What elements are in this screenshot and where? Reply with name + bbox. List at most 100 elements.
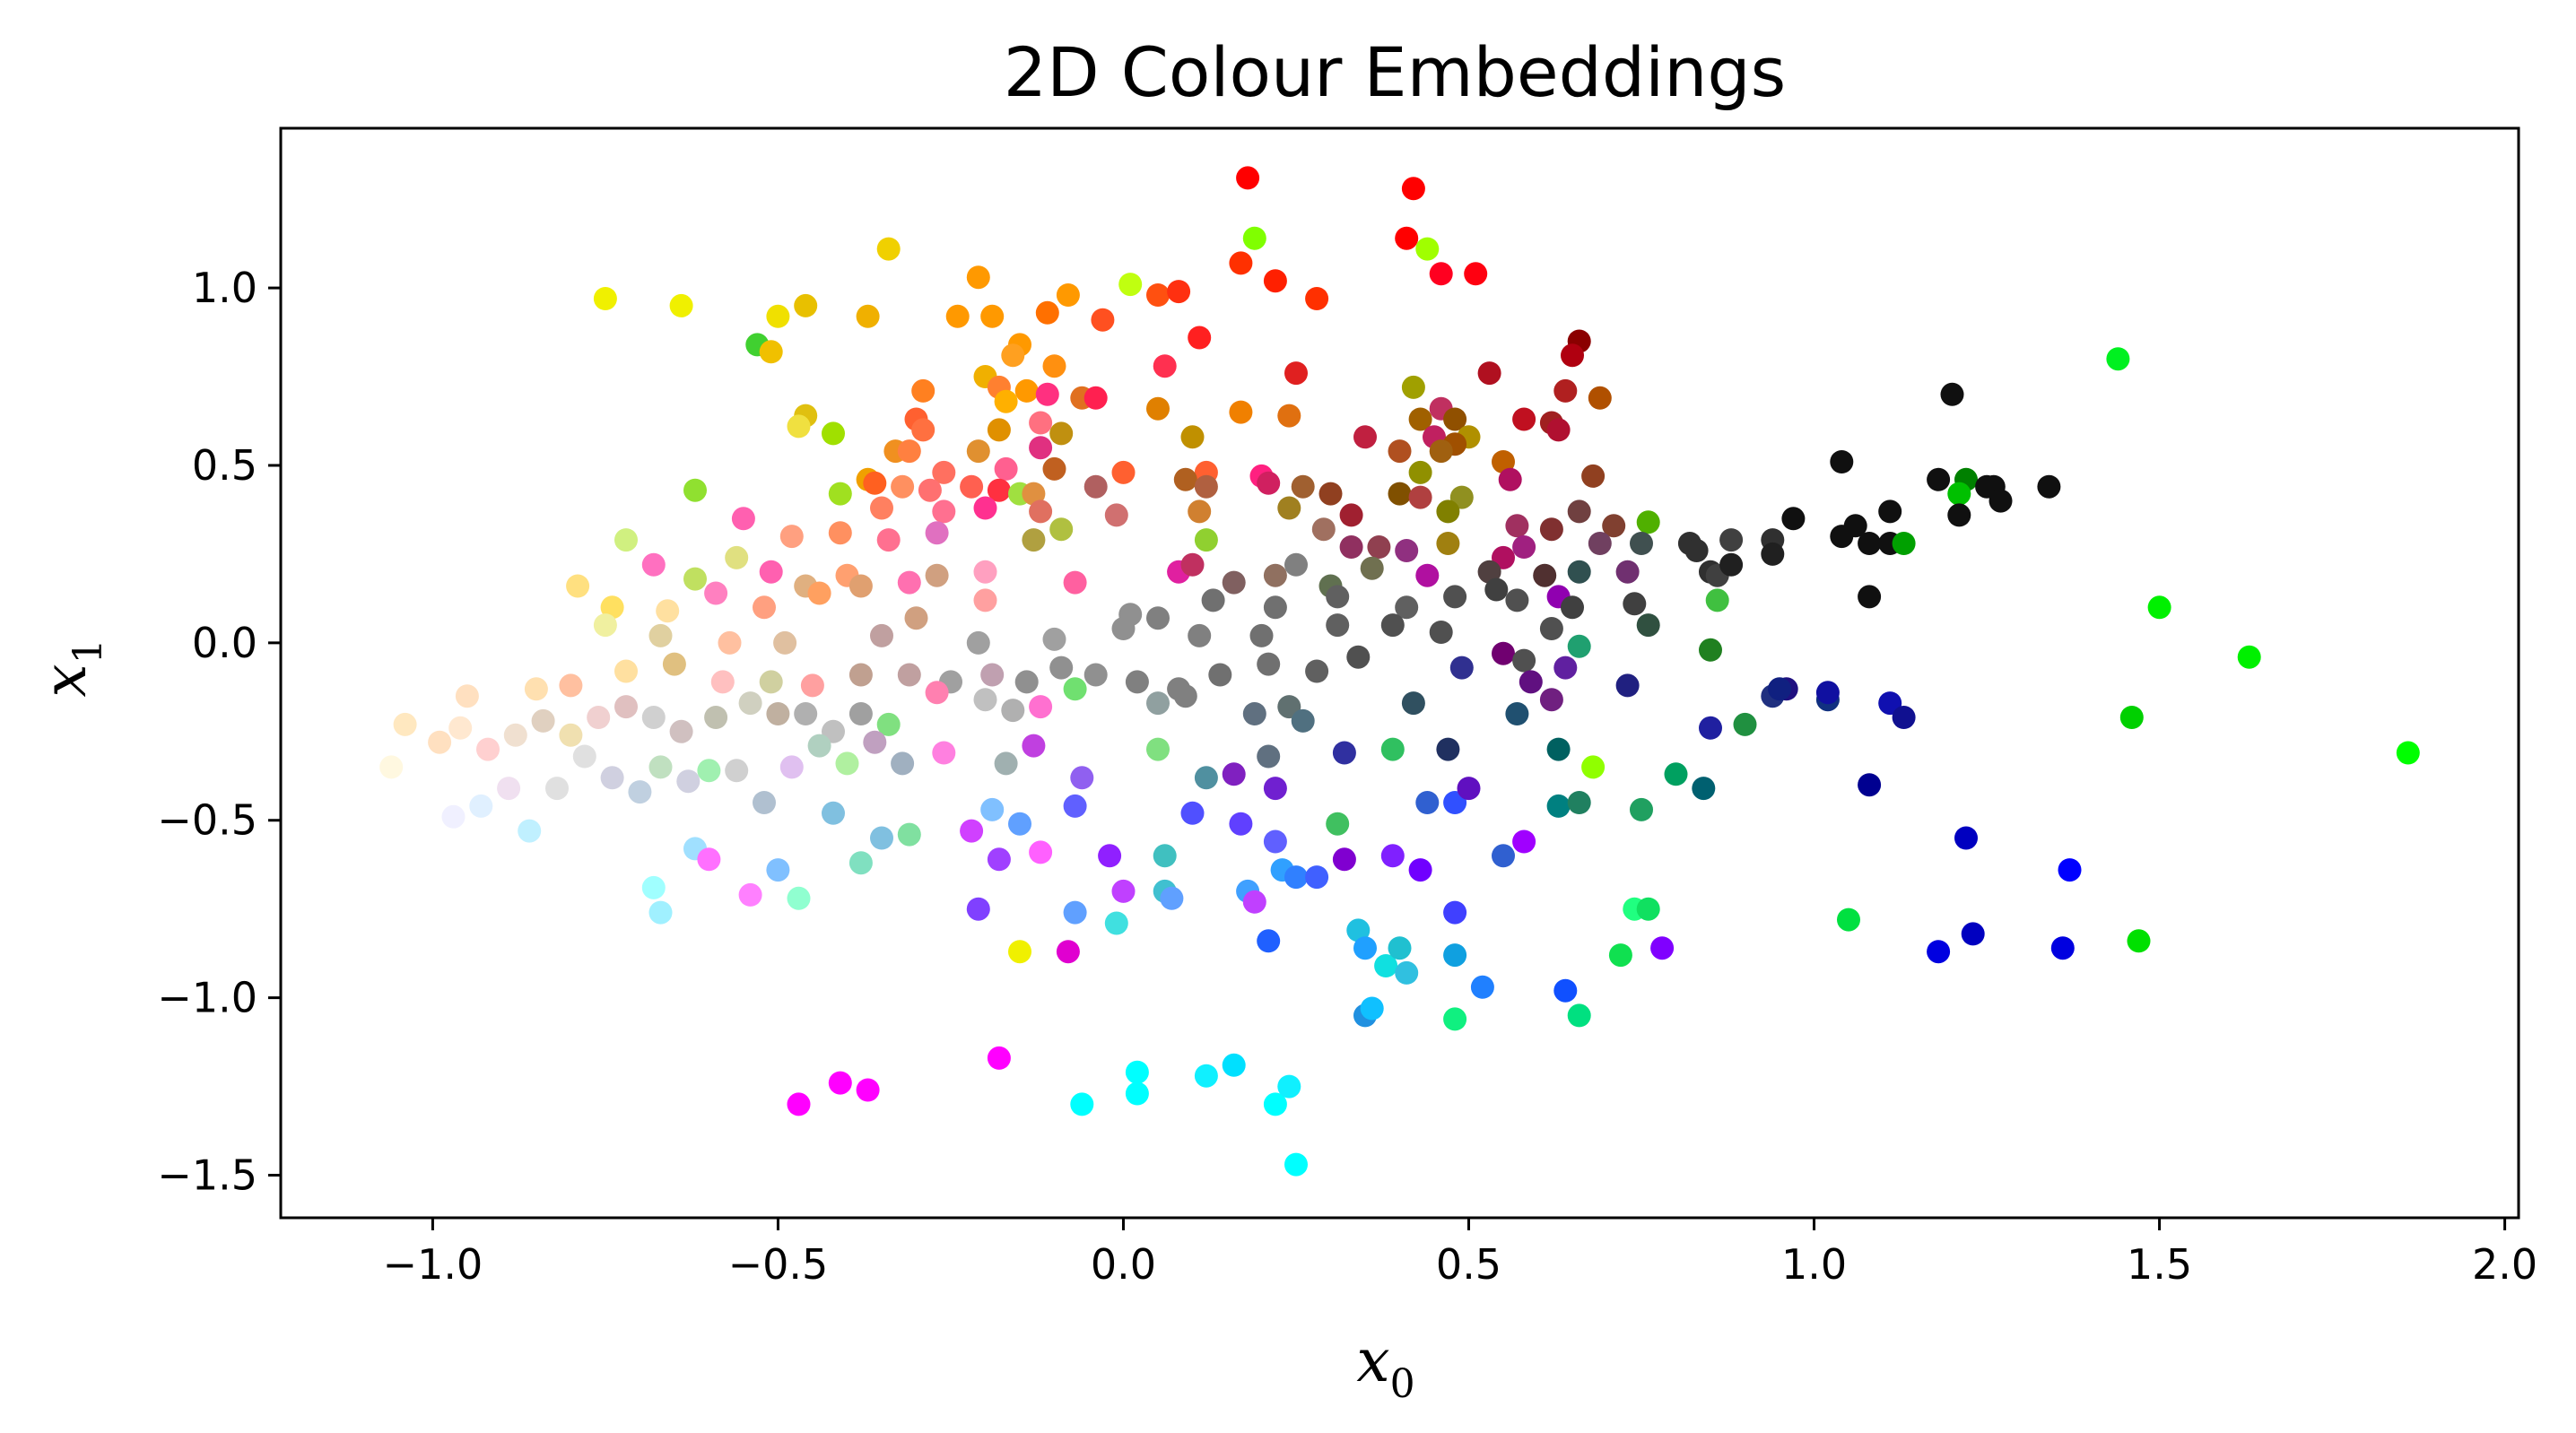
data-point-14: [1167, 280, 1191, 304]
chart-title: 2D Colour Embeddings: [1004, 32, 1786, 112]
data-point-27: [759, 340, 783, 364]
data-point-399: [1761, 542, 1785, 566]
data-point-199: [1429, 621, 1453, 644]
data-point-158: [1477, 560, 1501, 584]
data-point-171: [849, 574, 873, 598]
data-point-22: [980, 304, 1005, 328]
data-point-244: [641, 706, 666, 729]
data-point-7: [1464, 262, 1488, 286]
data-point-38: [1401, 375, 1425, 399]
data-point-401: [1768, 677, 1791, 701]
data-point-366: [1443, 1007, 1467, 1031]
x-tick-label-4: 1.0: [1781, 1240, 1847, 1289]
data-point-288: [891, 751, 915, 776]
data-point-364: [1636, 897, 1660, 921]
data-point-107: [973, 496, 997, 520]
data-point-247: [738, 691, 762, 716]
data-point-184: [1561, 595, 1584, 620]
data-point-332: [1457, 777, 1481, 801]
data-point-93: [1022, 482, 1046, 506]
data-point-336: [1567, 791, 1591, 814]
data-point-188: [648, 623, 673, 647]
data-point-414: [2396, 741, 2420, 765]
data-point-383: [1830, 450, 1854, 473]
data-point-322: [1153, 844, 1177, 868]
data-point-413: [2237, 645, 2261, 669]
data-point-297: [1263, 777, 1287, 801]
data-point-206: [614, 659, 638, 683]
data-point-96: [1194, 474, 1218, 499]
data-point-324: [1229, 812, 1253, 836]
data-point-321: [1098, 844, 1122, 868]
data-point-11: [1263, 269, 1287, 293]
data-point-351: [1305, 865, 1329, 890]
data-point-390: [2037, 474, 2061, 499]
data-point-282: [725, 759, 749, 783]
data-point-231: [1699, 638, 1722, 662]
data-point-177: [1263, 595, 1287, 620]
data-point-268: [1815, 681, 1840, 705]
data-point-160: [1567, 560, 1591, 584]
data-point-229: [1539, 688, 1563, 712]
y-axis: −1.5 −1.0 −0.5 0.0 0.5 1.0: [157, 264, 281, 1200]
data-point-294: [1194, 766, 1218, 790]
data-point-66: [1049, 421, 1074, 446]
data-point-182: [1505, 588, 1529, 612]
data-point-224: [1449, 656, 1474, 680]
data-point-275: [545, 777, 569, 801]
data-point-309: [738, 882, 762, 907]
data-point-376: [1125, 1081, 1149, 1106]
data-point-172: [904, 606, 928, 630]
data-point-8: [876, 237, 901, 261]
data-point-207: [662, 652, 686, 676]
x-tick-label-1: −0.5: [728, 1240, 829, 1289]
data-point-289: [932, 741, 956, 765]
data-point-121: [876, 528, 901, 552]
data-point-200: [1539, 617, 1563, 640]
data-point-42: [994, 389, 1018, 413]
data-point-181: [1484, 578, 1509, 602]
data-point-106: [932, 499, 956, 524]
data-point-124: [1049, 517, 1074, 542]
data-point-254: [973, 688, 997, 712]
data-point-339: [987, 847, 1011, 872]
data-point-70: [1429, 439, 1453, 464]
data-point-227: [1553, 656, 1578, 680]
data-point-132: [1512, 535, 1536, 559]
data-point-187: [593, 613, 617, 638]
data-point-191: [870, 623, 893, 647]
data-point-18: [766, 304, 790, 328]
data-point-369: [1257, 929, 1281, 953]
data-point-36: [1553, 378, 1578, 403]
data-point-239: [503, 723, 527, 747]
data-point-157: [1415, 563, 1440, 587]
data-point-149: [1063, 570, 1087, 595]
data-point-218: [1125, 670, 1149, 694]
data-point-48: [1229, 400, 1253, 424]
data-point-304: [1692, 777, 1716, 801]
data-point-108: [1029, 499, 1053, 524]
data-point-137: [1684, 539, 1709, 562]
data-point-343: [1104, 911, 1128, 935]
data-point-214: [980, 663, 1005, 687]
data-point-266: [1733, 712, 1757, 736]
data-point-257: [1063, 677, 1087, 701]
data-point-291: [1022, 734, 1046, 758]
data-point-62: [822, 421, 845, 446]
data-point-44: [1035, 382, 1059, 406]
data-point-374: [1070, 1092, 1094, 1116]
data-point-262: [1291, 708, 1315, 733]
data-point-301: [1546, 737, 1571, 761]
data-point-175: [1146, 606, 1170, 630]
data-point-211: [849, 663, 873, 687]
data-point-248: [766, 702, 790, 725]
data-point-242: [587, 706, 611, 729]
data-point-97: [1257, 471, 1281, 495]
data-point-19: [794, 293, 818, 317]
data-point-47: [1146, 396, 1170, 421]
data-point-173: [973, 588, 997, 612]
data-point-325: [1263, 829, 1287, 854]
data-point-319: [1029, 840, 1053, 864]
data-point-371: [828, 1071, 852, 1095]
data-point-378: [1222, 1053, 1246, 1077]
